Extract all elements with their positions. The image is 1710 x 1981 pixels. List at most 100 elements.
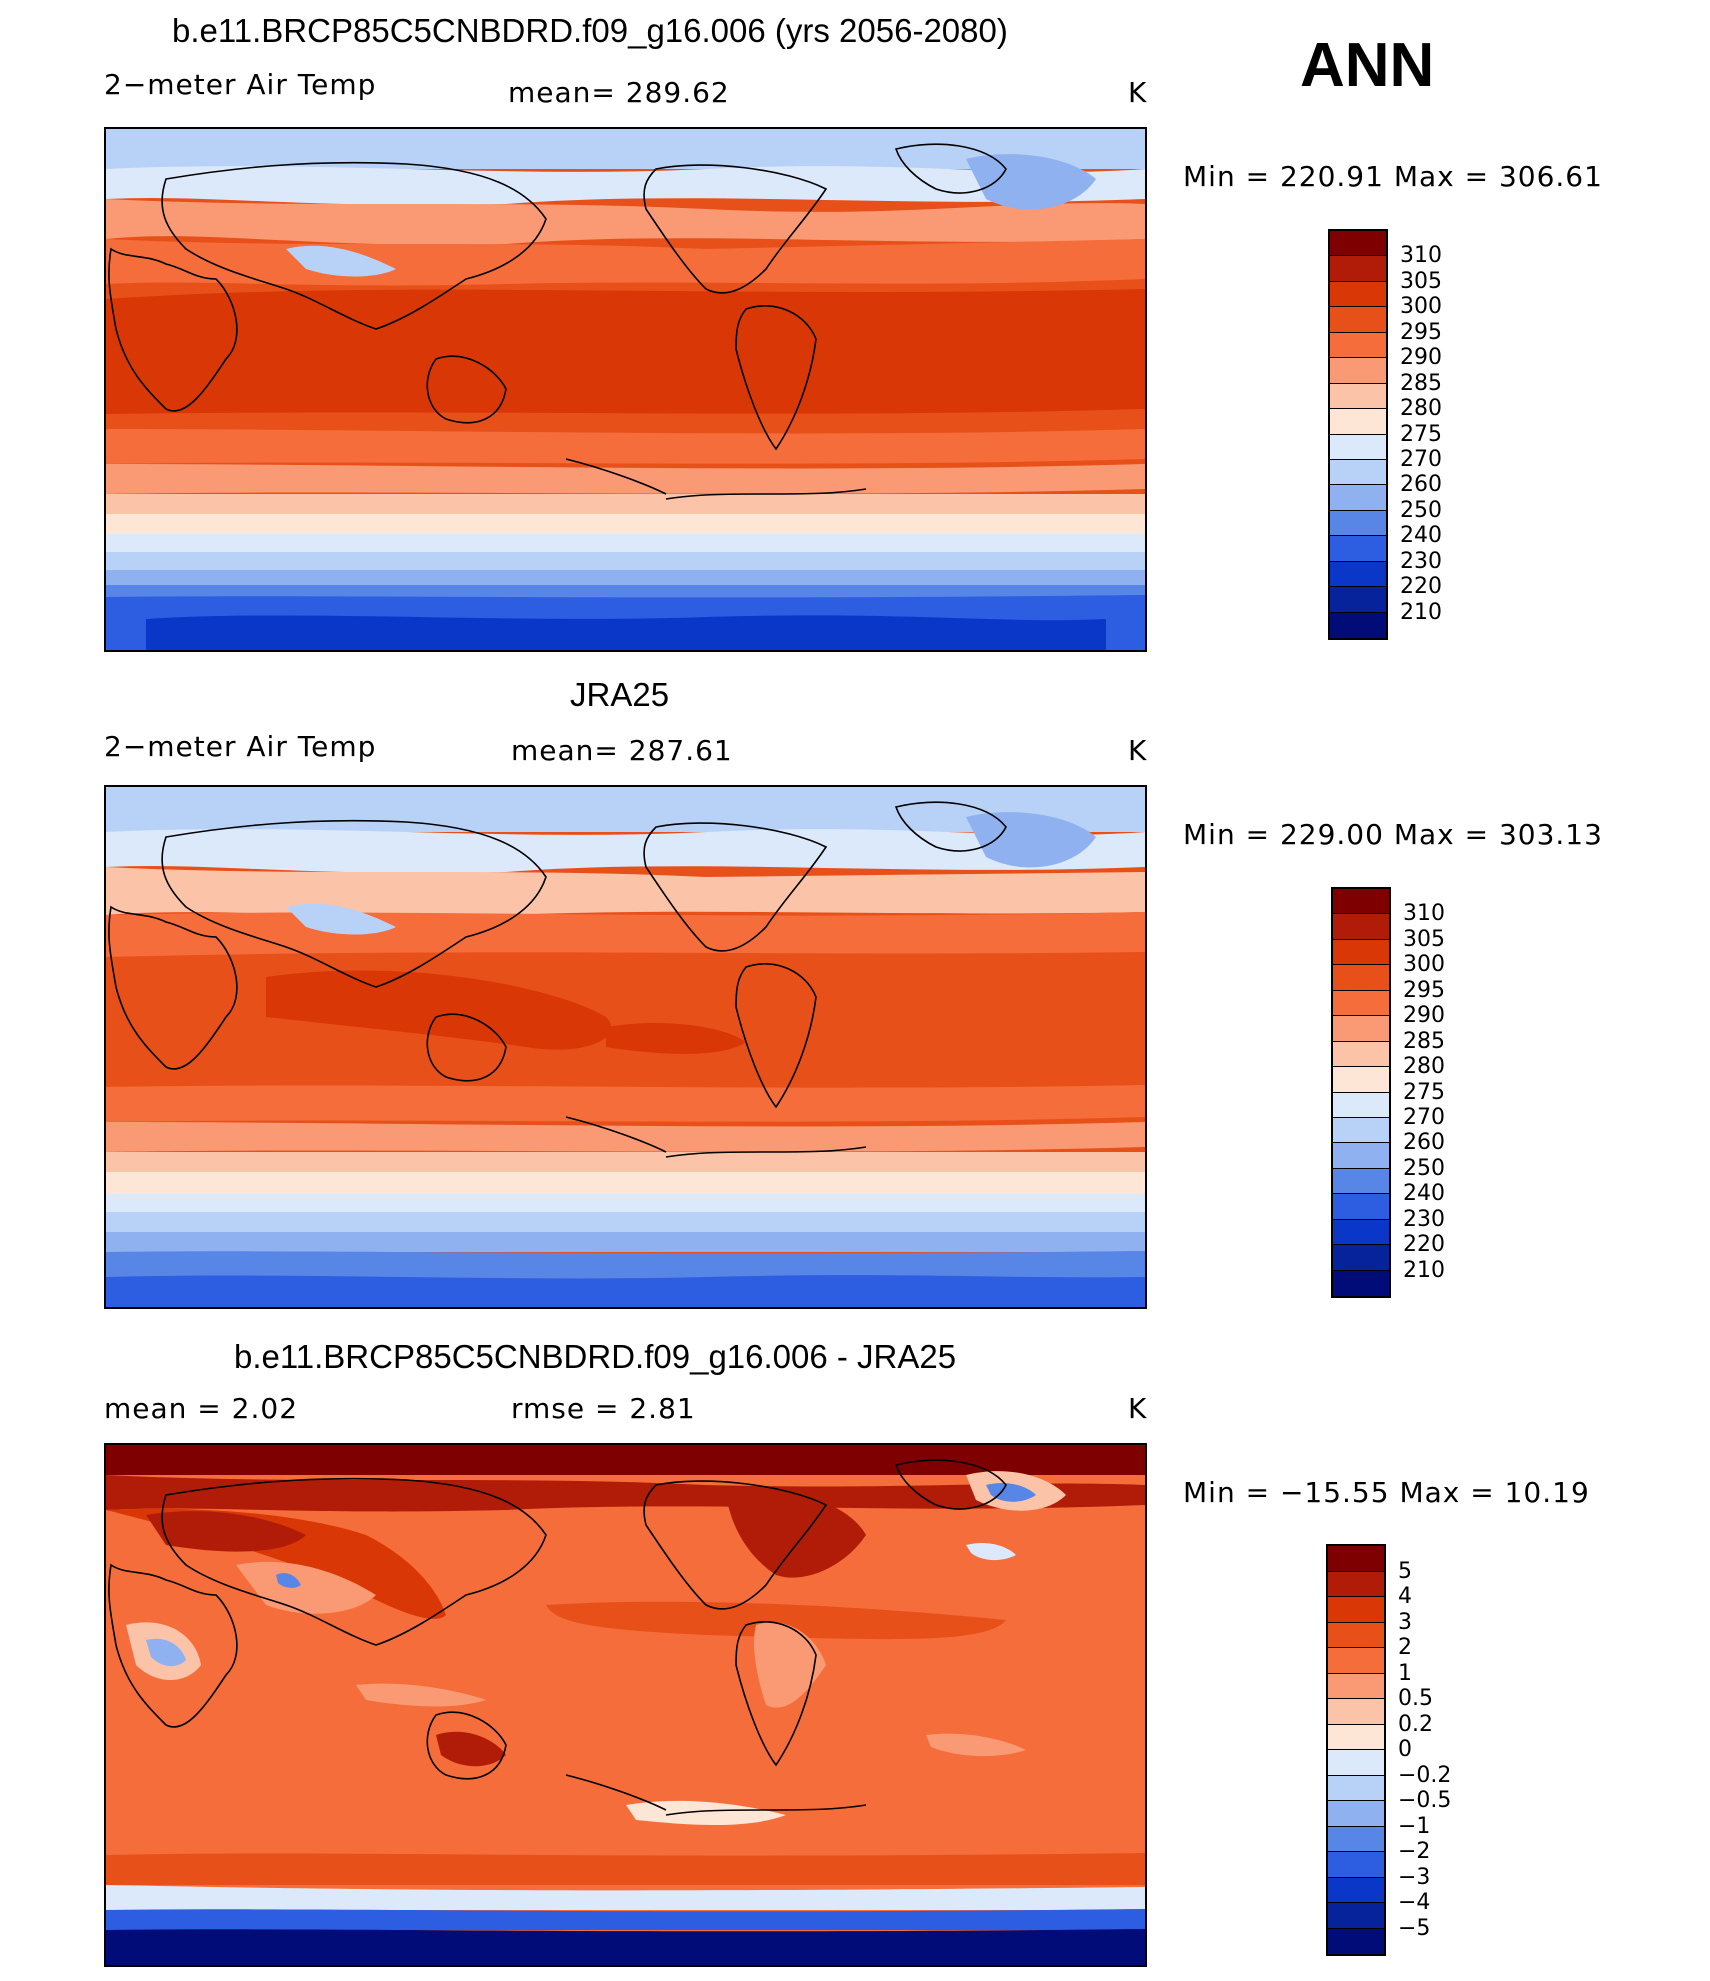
panel-3-title: b.e11.BRCP85C5CNBDRD.f09_g16.006 - JRA25 bbox=[234, 1338, 957, 1375]
colorbar-tick-label: −0.5 bbox=[1398, 1788, 1452, 1813]
colorbar-swatch bbox=[1330, 332, 1386, 359]
colorbar-swatch bbox=[1330, 612, 1386, 638]
colorbar-tick-label: 250 bbox=[1403, 1155, 1445, 1181]
colorbar-tick-label: 285 bbox=[1403, 1028, 1445, 1054]
colorbar-tick-label: 4 bbox=[1398, 1584, 1412, 1609]
colorbar-tick-label: 2 bbox=[1398, 1635, 1412, 1660]
colorbar-swatch bbox=[1328, 1801, 1384, 1827]
colorbar-tick-label: 270 bbox=[1403, 1104, 1445, 1130]
colorbar-tick-label: 210 bbox=[1400, 599, 1442, 625]
panel-3-colorbar bbox=[1326, 1544, 1386, 1956]
colorbar-tick-label: 300 bbox=[1400, 294, 1442, 320]
colorbar-swatch bbox=[1328, 1826, 1384, 1852]
colorbar-tick-label: 230 bbox=[1403, 1206, 1445, 1232]
panel-2-units-label: K bbox=[1128, 734, 1148, 767]
colorbar-tick-label: 295 bbox=[1400, 319, 1442, 345]
panel-3-difference-field bbox=[106, 1445, 1145, 1965]
panel-3-units-label: K bbox=[1128, 1392, 1148, 1425]
colorbar-swatch bbox=[1328, 1724, 1384, 1750]
colorbar-swatch bbox=[1330, 409, 1386, 435]
colorbar-swatch bbox=[1330, 383, 1386, 410]
panel-1-variable-label: 2−meter Air Temp bbox=[104, 68, 377, 101]
colorbar-swatch bbox=[1328, 1546, 1384, 1572]
panel-3-minmax-label: Min = −15.55 Max = 10.19 bbox=[1183, 1476, 1590, 1509]
colorbar-swatch bbox=[1328, 1648, 1384, 1674]
colorbar-tick-label: 260 bbox=[1403, 1130, 1445, 1156]
colorbar-tick-label: −3 bbox=[1398, 1864, 1431, 1890]
panel-1-mean-label: mean= 289.62 bbox=[508, 76, 730, 109]
season-label: ANN bbox=[1300, 31, 1435, 100]
colorbar-swatch bbox=[1328, 1597, 1384, 1623]
panel-2-temperature-field bbox=[106, 787, 1145, 1307]
colorbar-swatch bbox=[1333, 1194, 1389, 1220]
colorbar-tick-label: 305 bbox=[1400, 268, 1442, 294]
panel-2-minmax-label: Min = 229.00 Max = 303.13 bbox=[1183, 818, 1603, 851]
colorbar-swatch bbox=[1330, 358, 1386, 384]
colorbar-swatch bbox=[1330, 281, 1386, 308]
colorbar-tick-label: 240 bbox=[1400, 523, 1442, 549]
colorbar-swatch bbox=[1330, 256, 1386, 282]
colorbar-tick-label: 210 bbox=[1403, 1257, 1445, 1283]
colorbar-tick-label: −5 bbox=[1398, 1915, 1431, 1941]
colorbar-tick-label: 0 bbox=[1398, 1737, 1412, 1762]
colorbar-tick-label: 250 bbox=[1400, 497, 1442, 523]
panel-2-mean-label: mean= 287.61 bbox=[511, 734, 733, 767]
colorbar-tick-label: 240 bbox=[1403, 1181, 1445, 1207]
panel-3-mean-label: mean = 2.02 bbox=[104, 1392, 299, 1425]
colorbar-swatch bbox=[1333, 1041, 1389, 1068]
panel-1-colorbar bbox=[1328, 229, 1388, 640]
colorbar-swatch bbox=[1333, 914, 1389, 940]
colorbar-swatch bbox=[1333, 939, 1389, 966]
colorbar-tick-label: −1 bbox=[1398, 1813, 1431, 1839]
colorbar-swatch bbox=[1328, 1673, 1384, 1699]
panel-1-title: b.e11.BRCP85C5CNBDRD.f09_g16.006 (yrs 20… bbox=[172, 12, 1008, 49]
colorbar-tick-label: −4 bbox=[1398, 1890, 1431, 1915]
colorbar-tick-label: 290 bbox=[1400, 345, 1442, 371]
colorbar-swatch bbox=[1333, 889, 1389, 915]
colorbar-tick-label: 220 bbox=[1400, 574, 1442, 600]
colorbar-tick-label: 295 bbox=[1403, 977, 1445, 1003]
colorbar-swatch bbox=[1330, 510, 1386, 537]
colorbar-tick-label: 280 bbox=[1400, 396, 1442, 422]
colorbar-swatch bbox=[1330, 587, 1386, 613]
colorbar-swatch bbox=[1330, 434, 1386, 460]
colorbar-tick-label: 5 bbox=[1398, 1558, 1412, 1584]
panel-2-map bbox=[104, 785, 1147, 1309]
colorbar-swatch bbox=[1330, 459, 1386, 486]
colorbar-swatch bbox=[1333, 965, 1389, 991]
colorbar-swatch bbox=[1328, 1903, 1384, 1929]
panel-1-units-label: K bbox=[1128, 76, 1148, 109]
colorbar-tick-label: 260 bbox=[1400, 472, 1442, 498]
colorbar-tick-label: 285 bbox=[1400, 370, 1442, 396]
colorbar-tick-label: 275 bbox=[1403, 1079, 1445, 1105]
colorbar-tick-label: 230 bbox=[1400, 548, 1442, 574]
colorbar-tick-label: 310 bbox=[1400, 243, 1442, 269]
colorbar-tick-label: 0.2 bbox=[1398, 1711, 1433, 1737]
panel-3-rmse-label: rmse = 2.81 bbox=[511, 1392, 696, 1425]
colorbar-swatch bbox=[1333, 990, 1389, 1017]
colorbar-tick-label: 275 bbox=[1400, 421, 1442, 447]
colorbar-tick-label: 0.5 bbox=[1398, 1686, 1433, 1711]
colorbar-tick-label: −0.2 bbox=[1398, 1762, 1452, 1788]
panel-2-colorbar bbox=[1331, 887, 1391, 1298]
colorbar-swatch bbox=[1333, 1067, 1389, 1093]
colorbar-swatch bbox=[1333, 1016, 1389, 1042]
panel-3-map bbox=[104, 1443, 1147, 1967]
colorbar-swatch bbox=[1328, 1699, 1384, 1725]
colorbar-swatch bbox=[1328, 1928, 1384, 1954]
colorbar-swatch bbox=[1333, 1092, 1389, 1118]
colorbar-tick-label: −2 bbox=[1398, 1839, 1431, 1864]
colorbar-tick-label: 310 bbox=[1403, 901, 1445, 927]
colorbar-swatch bbox=[1333, 1117, 1389, 1144]
colorbar-tick-label: 3 bbox=[1398, 1609, 1412, 1635]
colorbar-tick-label: 1 bbox=[1398, 1660, 1412, 1686]
colorbar-swatch bbox=[1328, 1877, 1384, 1903]
colorbar-swatch bbox=[1328, 1750, 1384, 1776]
panel-1-minmax-label: Min = 220.91 Max = 306.61 bbox=[1183, 160, 1603, 193]
colorbar-swatch bbox=[1333, 1168, 1389, 1195]
colorbar-swatch bbox=[1330, 561, 1386, 588]
colorbar-swatch bbox=[1330, 307, 1386, 333]
colorbar-swatch bbox=[1330, 485, 1386, 511]
colorbar-swatch bbox=[1333, 1245, 1389, 1271]
panel-1-temperature-field bbox=[106, 129, 1145, 650]
